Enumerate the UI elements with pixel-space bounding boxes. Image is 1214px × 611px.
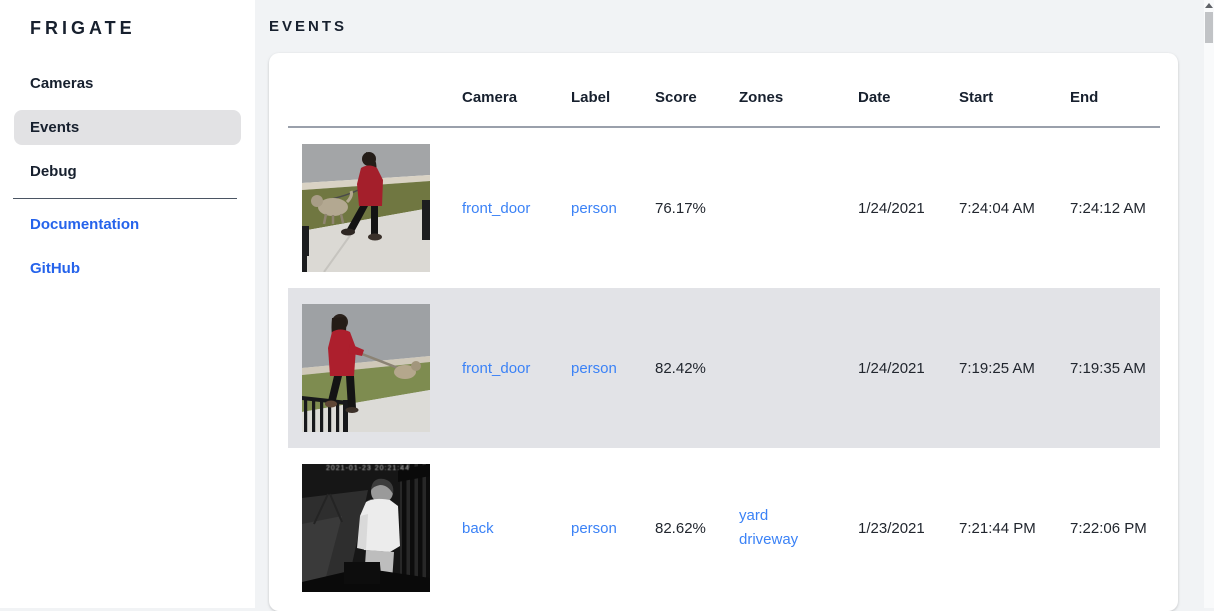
score-value: 82.42% <box>655 359 706 377</box>
sidebar: FRIGATE Cameras Events Debug Documentati… <box>0 0 255 608</box>
main-content: EVENTS Camera Label Score Zones Date Sta… <box>255 0 1204 611</box>
camera-link[interactable]: front_door <box>462 199 531 217</box>
sidebar-item-events[interactable]: Events <box>14 110 241 145</box>
table-row[interactable]: 2021-01-23 20:21:44 back person 82.62% y… <box>288 448 1160 608</box>
scrollbar-thumb[interactable] <box>1205 12 1213 43</box>
event-thumbnail-person-with-dog[interactable] <box>302 144 430 272</box>
person-figure <box>325 314 364 413</box>
sidebar-item-label: Cameras <box>30 75 94 92</box>
scrollbar[interactable] <box>1204 0 1214 608</box>
sidebar-item-label: Debug <box>30 163 77 180</box>
person-figure <box>341 152 383 241</box>
railing <box>398 464 430 592</box>
end-value: 7:22:06 PM <box>1070 519 1147 537</box>
table-row[interactable]: front_door person 82.42% 1/24/2021 7:19:… <box>288 288 1160 448</box>
sidebar-link-documentation[interactable]: Documentation <box>30 216 140 233</box>
start-value: 7:19:25 AM <box>959 359 1035 377</box>
column-header-start: Start <box>959 53 1070 128</box>
column-header-label: Label <box>571 53 655 128</box>
column-header-thumbnail <box>288 53 462 128</box>
table-header-row: Camera Label Score Zones Date Start End <box>288 53 1160 128</box>
event-thumbnail-person-with-dog[interactable] <box>302 304 430 432</box>
dog-figure <box>311 190 353 225</box>
zone-link[interactable]: driveway <box>739 531 799 548</box>
event-thumbnail-night-person[interactable]: 2021-01-23 20:21:44 <box>302 464 430 592</box>
events-table: Camera Label Score Zones Date Start End <box>288 53 1160 608</box>
zones-cell <box>739 288 858 448</box>
zones-cell <box>739 127 858 288</box>
sidebar-item-cameras[interactable]: Cameras <box>14 66 241 101</box>
table-row[interactable]: front_door person 76.17% 1/24/2021 7:24:… <box>288 127 1160 288</box>
label-link[interactable]: person <box>571 519 617 537</box>
zones-cell: yard driveway <box>739 448 858 608</box>
camera-link[interactable]: back <box>462 519 494 537</box>
label-link[interactable]: person <box>571 359 617 377</box>
page-title: EVENTS <box>269 18 348 35</box>
end-value: 7:24:12 AM <box>1070 199 1146 217</box>
sidebar-item-debug[interactable]: Debug <box>14 154 241 189</box>
camera-link[interactable]: front_door <box>462 359 531 377</box>
column-header-date: Date <box>858 53 959 128</box>
column-header-end: End <box>1070 53 1160 128</box>
end-value: 7:19:35 AM <box>1070 359 1146 377</box>
score-value: 76.17% <box>655 199 706 217</box>
sidebar-divider <box>13 198 237 199</box>
date-value: 1/24/2021 <box>858 199 925 217</box>
label-link[interactable]: person <box>571 199 617 217</box>
column-header-score: Score <box>655 53 739 128</box>
column-header-camera: Camera <box>462 53 571 128</box>
sidebar-nav: Cameras Events Debug Documentation GitHu… <box>0 66 255 286</box>
sidebar-item-label: Events <box>30 119 80 136</box>
start-value: 7:21:44 PM <box>959 519 1036 537</box>
start-value: 7:24:04 AM <box>959 199 1035 217</box>
date-value: 1/23/2021 <box>858 519 925 537</box>
date-value: 1/24/2021 <box>858 359 925 377</box>
app-title: FRIGATE <box>30 18 136 38</box>
thumbnail-timestamp-overlay: 2021-01-23 20:21:44 <box>326 465 410 472</box>
scrollbar-up-button[interactable] <box>1205 3 1213 8</box>
events-card: Camera Label Score Zones Date Start End <box>269 53 1178 611</box>
column-header-zones: Zones <box>739 53 858 128</box>
zone-link[interactable]: yard <box>739 507 769 524</box>
sidebar-link-github[interactable]: GitHub <box>30 260 80 277</box>
score-value: 82.62% <box>655 519 706 537</box>
dog-figure <box>394 361 421 379</box>
